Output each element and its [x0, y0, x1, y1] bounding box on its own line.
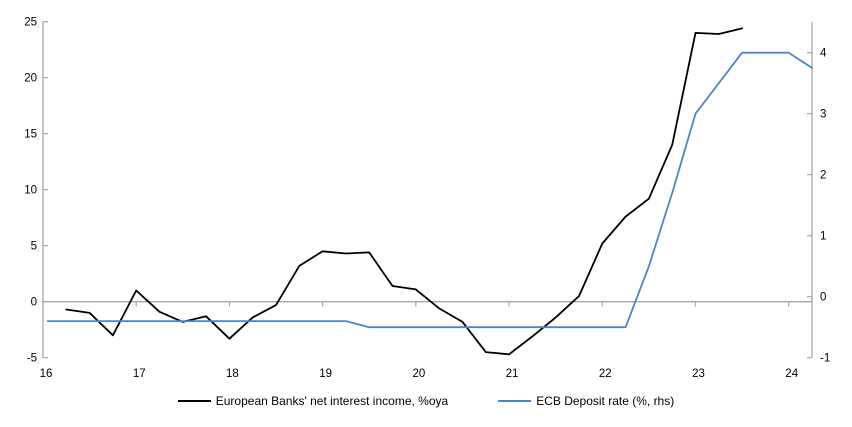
- ecb-line-swatch: [498, 400, 532, 402]
- left-axis-tick-label: -5: [27, 353, 37, 365]
- series-nii-line: [65, 27, 743, 356]
- x-axis-tick-label: 17: [133, 368, 146, 380]
- right-axis-tick-label: 3: [820, 109, 826, 121]
- right-axis-tick-label: 0: [820, 292, 826, 304]
- left-axis-tick-label: 20: [24, 73, 37, 85]
- x-axis-tick-label: 18: [226, 368, 239, 380]
- nii-line-swatch: [177, 400, 211, 402]
- right-axis-tick-label: 2: [820, 170, 826, 182]
- x-axis-tick-label: 24: [785, 368, 798, 380]
- series-ecb-deposit-rate-line: [46, 51, 813, 329]
- x-axis-tick-label: 21: [506, 368, 519, 380]
- right-axis-tick-label: 4: [820, 48, 827, 60]
- x-axis-tick-label: 20: [412, 368, 425, 380]
- legend-label-ecb: ECB Deposit rate (%, rhs): [536, 394, 675, 408]
- left-axis-tick-label: 5: [31, 241, 37, 253]
- x-axis-tick-label: 23: [692, 368, 705, 380]
- x-axis-tick-label: 16: [40, 368, 53, 380]
- left-axis-tick-label: 15: [24, 129, 37, 141]
- left-axis-tick-label: 0: [31, 297, 37, 309]
- legend-label-nii: European Banks' net interest income, %oy…: [215, 394, 449, 408]
- legend: European Banks' net interest income, %oy…: [0, 394, 852, 408]
- left-axis-tick-label: 10: [24, 185, 37, 197]
- right-axis-tick-label: 1: [820, 231, 826, 243]
- left-axis-tick-label: 25: [24, 17, 37, 29]
- x-axis-tick-label: 22: [599, 368, 612, 380]
- x-axis-tick-label: 19: [319, 368, 332, 380]
- right-axis-tick-label: -1: [820, 353, 830, 365]
- legend-item-ecb: ECB Deposit rate (%, rhs): [498, 394, 674, 408]
- legend-item-nii: European Banks' net interest income, %oy…: [177, 394, 449, 408]
